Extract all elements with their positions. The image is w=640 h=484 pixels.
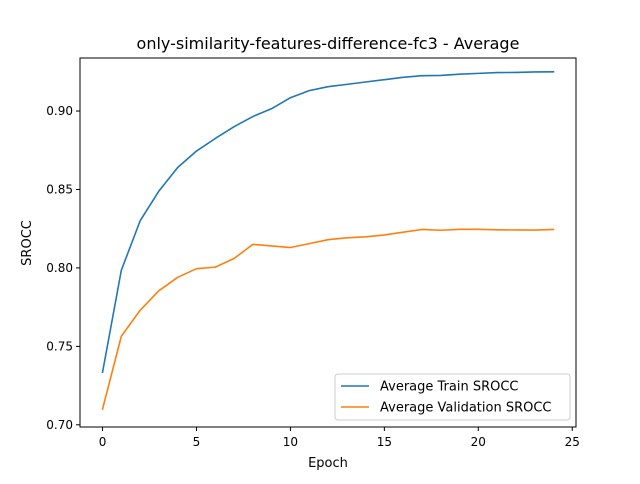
chart-title: only-similarity-features-difference-fc3 … (137, 34, 520, 53)
x-tick-label: 25 (565, 435, 580, 449)
series-layer (101, 71, 555, 411)
y-tick-label: 0.80 (46, 261, 73, 275)
plot-frame (79, 57, 577, 428)
legend-box (334, 373, 571, 421)
y-axis-label: SROCC (20, 220, 35, 266)
x-tick-label: 20 (471, 435, 486, 449)
x-tick-label: 10 (283, 435, 298, 449)
y-tick-label: 0.90 (46, 104, 73, 118)
legend-label-0: Average Train SROCC (380, 380, 519, 395)
y-tick-label: 0.85 (46, 182, 73, 196)
x-axis-label: Epoch (308, 456, 348, 471)
y-axis-ticks: 0.70 0.75 0.80 0.85 0.90 (46, 104, 80, 432)
x-tick-label: 0 (99, 435, 107, 449)
x-axis-ticks: 0 5 10 15 20 25 (99, 427, 580, 449)
legend-label-1: Average Validation SROCC (380, 401, 552, 416)
x-tick-label: 5 (193, 435, 201, 449)
y-tick-label: 0.70 (46, 418, 73, 432)
series-line-0 (101, 71, 555, 374)
x-tick-label: 15 (377, 435, 392, 449)
legend: Average Train SROCC Average Validation SR… (334, 373, 571, 421)
y-tick-label: 0.75 (46, 339, 73, 353)
series-line-1 (101, 228, 555, 411)
